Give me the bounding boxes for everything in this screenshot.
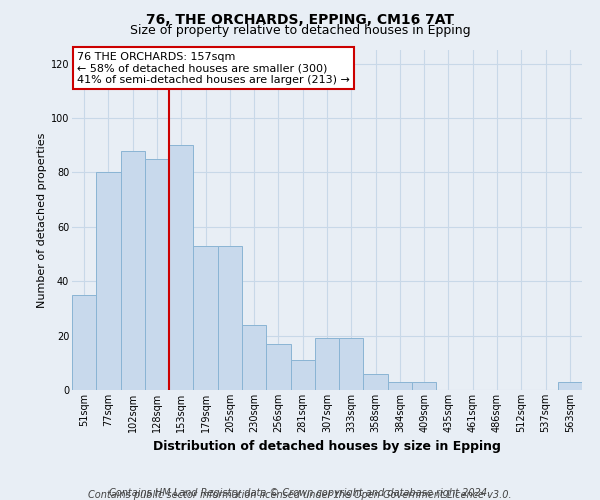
Text: Contains public sector information licensed under the Open Government Licence v3: Contains public sector information licen… [88, 490, 512, 500]
X-axis label: Distribution of detached houses by size in Epping: Distribution of detached houses by size … [153, 440, 501, 454]
Bar [218, 246, 242, 390]
Bar [193, 246, 218, 390]
Bar [558, 382, 582, 390]
Bar [145, 159, 169, 390]
Y-axis label: Number of detached properties: Number of detached properties [37, 132, 47, 308]
Bar [96, 172, 121, 390]
Bar [412, 382, 436, 390]
Text: Contains HM Land Registry data © Crown copyright and database right 2024.: Contains HM Land Registry data © Crown c… [109, 488, 491, 498]
Text: 76, THE ORCHARDS, EPPING, CM16 7AT: 76, THE ORCHARDS, EPPING, CM16 7AT [146, 12, 454, 26]
Text: Size of property relative to detached houses in Epping: Size of property relative to detached ho… [130, 24, 470, 37]
Bar [242, 324, 266, 390]
Bar [121, 150, 145, 390]
Bar [364, 374, 388, 390]
Bar [266, 344, 290, 390]
Bar [169, 145, 193, 390]
Bar [315, 338, 339, 390]
Bar [339, 338, 364, 390]
Bar [388, 382, 412, 390]
Bar [290, 360, 315, 390]
Bar [72, 295, 96, 390]
Text: 76 THE ORCHARDS: 157sqm
← 58% of detached houses are smaller (300)
41% of semi-d: 76 THE ORCHARDS: 157sqm ← 58% of detache… [77, 52, 350, 85]
